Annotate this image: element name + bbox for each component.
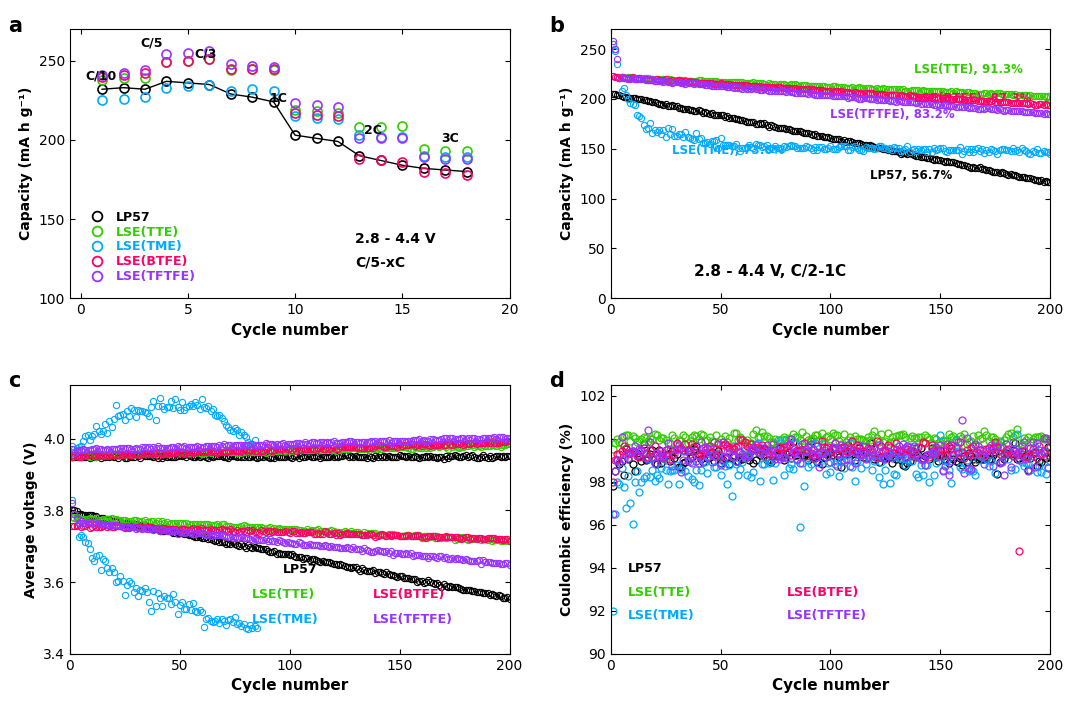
Y-axis label: Average voltage (V): Average voltage (V) [24, 441, 38, 598]
Text: LSE(BTFE): LSE(BTFE) [374, 589, 446, 601]
Text: LSE(TME), 73.6%: LSE(TME), 73.6% [672, 143, 784, 157]
Text: 1C: 1C [269, 92, 287, 105]
Text: C/5: C/5 [140, 37, 163, 50]
X-axis label: Cycle number: Cycle number [231, 678, 349, 694]
Legend: LP57, LSE(TTE), LSE(TME), LSE(BTFE), LSE(TFTFE): LP57, LSE(TTE), LSE(TME), LSE(BTFE), LSE… [80, 206, 201, 288]
Text: C/10: C/10 [85, 70, 117, 83]
Text: LSE(TME): LSE(TME) [253, 613, 319, 626]
Y-axis label: Coulombic efficiency (%): Coulombic efficiency (%) [559, 422, 573, 616]
Y-axis label: Capacity (mA h g⁻¹): Capacity (mA h g⁻¹) [559, 87, 573, 241]
Y-axis label: Capacity (mA h g⁻¹): Capacity (mA h g⁻¹) [19, 87, 33, 241]
Text: C/5-xC: C/5-xC [355, 256, 405, 270]
Text: 2.8 - 4.4 V, C/2-1C: 2.8 - 4.4 V, C/2-1C [694, 264, 847, 279]
Text: LSE(TME): LSE(TME) [629, 609, 694, 623]
Text: d: d [549, 371, 564, 391]
X-axis label: Cycle number: Cycle number [772, 322, 889, 338]
Text: LP57: LP57 [283, 563, 318, 577]
Text: b: b [549, 16, 564, 36]
Text: LP57, 56.7%: LP57, 56.7% [870, 168, 953, 182]
Text: C/3: C/3 [194, 48, 217, 61]
Text: LSE(TTE): LSE(TTE) [629, 586, 691, 599]
Text: LSE(TTE), 91.3%: LSE(TTE), 91.3% [914, 63, 1023, 76]
Text: a: a [9, 16, 23, 36]
Text: 2.8 - 4.4 V: 2.8 - 4.4 V [355, 231, 435, 246]
Text: 2C: 2C [364, 124, 381, 137]
Text: LSE(TFTFE), 83.2%: LSE(TFTFE), 83.2% [831, 108, 955, 121]
X-axis label: Cycle number: Cycle number [231, 322, 349, 338]
Text: LSE(BTFE), 87.3%: LSE(BTFE), 87.3% [914, 92, 1031, 105]
X-axis label: Cycle number: Cycle number [772, 678, 889, 694]
Text: LSE(BTFE): LSE(BTFE) [786, 586, 859, 599]
Text: LP57: LP57 [629, 562, 663, 575]
Text: LSE(TFTFE): LSE(TFTFE) [786, 609, 866, 623]
Text: LSE(TFTFE): LSE(TFTFE) [374, 613, 454, 626]
Text: c: c [9, 371, 21, 391]
Text: LSE(TTE): LSE(TTE) [253, 589, 315, 601]
Text: 3C: 3C [441, 131, 459, 145]
